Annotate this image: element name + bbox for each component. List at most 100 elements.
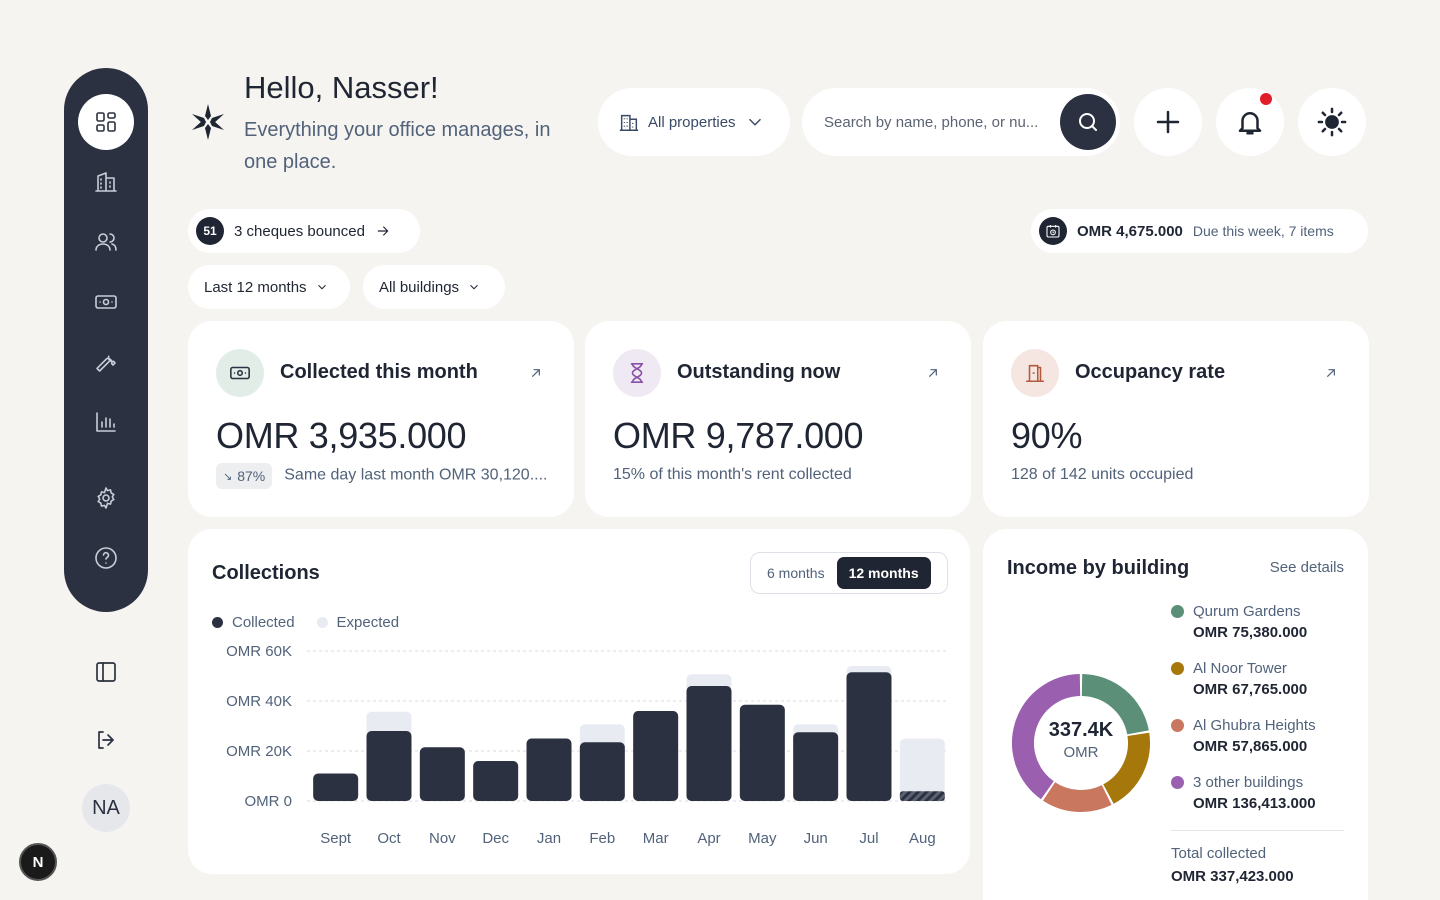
x-tick-label: May [748, 830, 777, 847]
section-title: Collections [212, 562, 320, 584]
x-tick-label: Jun [804, 830, 828, 847]
logout-icon [98, 731, 114, 749]
collected-bar [633, 711, 679, 801]
nav-maintenance[interactable] [78, 334, 134, 390]
due-amount: OMR 4,675.000 [1077, 222, 1183, 240]
due-this-week-chip[interactable]: OMR 4,675.000 Due this week, 7 items [1031, 209, 1368, 253]
bounced-cheques-alert[interactable]: 51 3 cheques bounced [188, 209, 420, 253]
donut-total: 337.4K [1048, 719, 1114, 741]
period-filter[interactable]: Last 12 months [188, 265, 350, 309]
buildings-filter[interactable]: All buildings [363, 265, 505, 309]
y-tick-label: OMR 40K [226, 693, 292, 710]
arrow-right-icon [377, 226, 389, 236]
dev-badge-letter: N [32, 853, 44, 871]
payments-icon [216, 349, 264, 397]
wrench-icon [96, 355, 116, 372]
search-button[interactable] [1060, 94, 1116, 150]
building-swatch [1171, 776, 1184, 789]
nav-tenants[interactable] [78, 214, 134, 270]
notification-dot [1260, 93, 1272, 105]
collected-bar [526, 738, 572, 801]
legend-label: Expected [336, 614, 400, 631]
collections-card: Collections 6 months 12 months Collected… [188, 529, 970, 874]
collected-bar [899, 791, 945, 801]
search-bar [802, 88, 1120, 156]
add-button[interactable] [1134, 88, 1202, 156]
sidebar-panel-icon [96, 662, 116, 682]
door-icon [1011, 349, 1059, 397]
nav-payments[interactable] [78, 274, 134, 330]
kpi-occupancy-card[interactable]: Occupancy rate 90% 128 of 142 units occu… [983, 321, 1369, 517]
page-subtitle: Everything your office manages, in one p… [244, 119, 551, 173]
nav-help[interactable] [78, 530, 134, 586]
toggle-6-months[interactable]: 6 months [767, 565, 825, 581]
collapse-sidebar-button[interactable] [82, 648, 130, 696]
trend-value: 87% [237, 468, 266, 484]
properties-dropdown[interactable]: All properties [598, 88, 790, 156]
building-name: Al Noor Tower [1193, 660, 1287, 677]
theme-toggle-button[interactable] [1298, 88, 1366, 156]
nav-dashboard[interactable] [78, 94, 134, 150]
x-tick-label: Feb [589, 830, 615, 847]
building-swatch [1171, 719, 1184, 732]
x-tick-label: Jan [537, 830, 561, 847]
donut-slice [1081, 674, 1149, 735]
y-tick-label: OMR 0 [244, 793, 292, 810]
nav-settings[interactable] [78, 470, 134, 526]
period-filter-label: Last 12 months [204, 278, 307, 296]
kpi-note: Same day last month OMR 30,120.... [284, 466, 548, 484]
kpi-value: OMR 9,787.000 [613, 415, 864, 456]
sun-icon [1317, 107, 1347, 137]
search-input[interactable] [824, 113, 1056, 131]
due-note: Due this week, 7 items [1192, 223, 1334, 239]
x-tick-label: Dec [482, 830, 509, 847]
dev-tools-badge[interactable]: N [19, 843, 57, 881]
kpi-note: 15% of this month's rent collected [613, 466, 852, 483]
collected-bar [739, 704, 785, 801]
x-tick-label: Aug [909, 830, 936, 847]
avatar[interactable]: NA [82, 784, 130, 832]
bell-icon [1238, 112, 1262, 135]
nav-reports[interactable] [78, 394, 134, 450]
notifications-button[interactable] [1216, 88, 1284, 156]
building-value: OMR 75,380.000 [1193, 624, 1308, 641]
building-icon [619, 114, 639, 131]
building-name: Al Ghubra Heights [1193, 717, 1316, 734]
donut-center-label: 337.4K OMR [1009, 719, 1153, 761]
trend-down-icon: ↘ [223, 470, 233, 483]
collected-bar [313, 773, 359, 801]
trend-badge: ↘ 87% [216, 463, 273, 489]
collected-bar [793, 732, 839, 801]
building-item[interactable]: Al Ghubra Heights OMR 57,865.000 [1171, 717, 1345, 774]
collected-bar [473, 761, 519, 801]
kpi-outstanding-card[interactable]: Outstanding now OMR 9,787.000 15% of thi… [585, 321, 971, 517]
legend-collected: Collected [212, 614, 295, 631]
kpi-collected-card[interactable]: Collected this month OMR 3,935.000 ↘ 87% S… [188, 321, 574, 517]
building-list: Qurum Gardens OMR 75,380.000 Al Noor Tow… [1171, 603, 1345, 831]
avatar-initials: NA [92, 796, 120, 819]
x-tick-label: Nov [429, 830, 456, 847]
income-donut-chart [1012, 674, 1150, 812]
building-item[interactable]: 3 other buildings OMR 136,413.000 [1171, 774, 1345, 831]
page-title: Hello, Nasser! [244, 70, 439, 105]
total-label: Total collected [1171, 845, 1267, 862]
see-details-link[interactable]: See details [1269, 559, 1344, 576]
building-item[interactable]: Al Noor Tower OMR 67,765.000 [1171, 660, 1345, 717]
kpi-title: Outstanding now [677, 361, 841, 383]
kpi-value: 90% [1011, 415, 1083, 456]
brand-logo-icon [192, 104, 224, 140]
help-icon [95, 547, 117, 569]
search-icon [1079, 113, 1097, 131]
donut-slice [1012, 674, 1081, 800]
toggle-12-months[interactable]: 12 months [836, 557, 931, 589]
range-toggle: 6 months 12 months [750, 552, 948, 594]
collected-bar [419, 747, 465, 801]
logout-button[interactable] [82, 716, 130, 764]
building-item[interactable]: Qurum Gardens OMR 75,380.000 [1171, 603, 1345, 660]
nav-buildings[interactable] [78, 154, 134, 210]
x-tick-label: Oct [377, 830, 401, 847]
donut-unit: OMR [1063, 744, 1099, 761]
sidebar [64, 68, 148, 612]
collected-bar [579, 742, 625, 801]
building-value: OMR 136,413.000 [1193, 795, 1316, 812]
